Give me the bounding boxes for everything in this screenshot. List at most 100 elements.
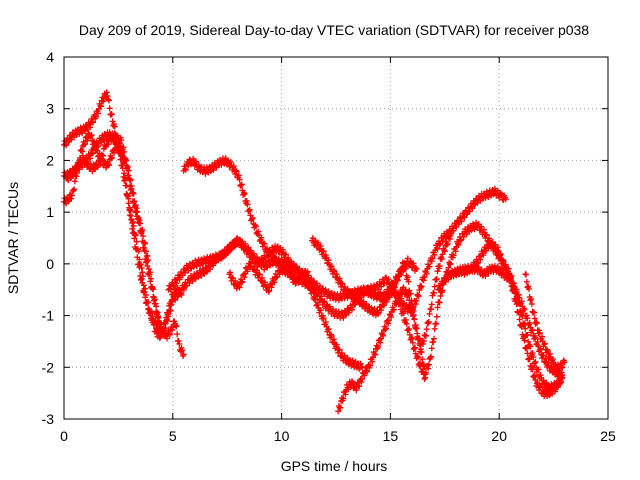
data-point bbox=[378, 283, 385, 290]
data-point bbox=[326, 303, 333, 310]
data-point bbox=[265, 288, 272, 295]
data-point bbox=[255, 228, 262, 235]
data-point bbox=[103, 89, 110, 96]
data-point bbox=[123, 182, 130, 189]
data-point bbox=[118, 137, 125, 144]
data-point bbox=[117, 144, 124, 151]
data-point bbox=[71, 178, 78, 185]
data-point bbox=[173, 323, 180, 330]
data-point bbox=[115, 136, 122, 143]
data-point bbox=[173, 280, 180, 287]
data-point bbox=[108, 111, 115, 118]
data-point bbox=[322, 319, 329, 326]
data-point bbox=[155, 313, 162, 320]
data-point bbox=[306, 281, 313, 288]
data-point bbox=[125, 172, 132, 179]
data-point bbox=[148, 275, 155, 282]
data-point bbox=[245, 207, 252, 214]
data-point bbox=[237, 182, 244, 189]
data-point bbox=[176, 340, 183, 347]
data-point bbox=[142, 240, 149, 247]
data-point bbox=[275, 255, 282, 262]
data-point bbox=[420, 277, 427, 284]
data-point bbox=[212, 258, 219, 265]
data-point bbox=[220, 248, 227, 255]
data-point bbox=[130, 199, 137, 206]
data-point bbox=[358, 363, 365, 370]
data-point bbox=[126, 204, 133, 211]
data-point bbox=[317, 243, 324, 250]
y-tick-label: -2 bbox=[42, 359, 55, 375]
data-point bbox=[215, 257, 222, 264]
data-point bbox=[132, 204, 139, 211]
data-point bbox=[330, 267, 337, 274]
data-point bbox=[363, 285, 370, 292]
data-point bbox=[79, 148, 86, 155]
data-point bbox=[87, 124, 94, 131]
data-point bbox=[342, 391, 349, 398]
data-point bbox=[240, 189, 247, 196]
data-point bbox=[153, 303, 160, 310]
data-point bbox=[177, 290, 184, 297]
data-point bbox=[90, 138, 97, 145]
data-point bbox=[246, 206, 253, 213]
data-point bbox=[68, 195, 75, 202]
data-point bbox=[139, 269, 146, 276]
data-point bbox=[296, 265, 303, 272]
data-point bbox=[167, 285, 174, 292]
data-point bbox=[145, 266, 152, 273]
data-point bbox=[303, 276, 310, 283]
data-point bbox=[469, 205, 476, 212]
data-point bbox=[433, 276, 440, 283]
x-tick-label: 0 bbox=[60, 428, 68, 444]
data-point bbox=[421, 375, 428, 382]
data-point bbox=[268, 284, 275, 291]
data-point bbox=[434, 245, 441, 252]
data-point bbox=[249, 215, 256, 222]
chart-title: Day 209 of 2019, Sidereal Day-to-day VTE… bbox=[79, 22, 589, 38]
data-point bbox=[428, 345, 435, 352]
data-point bbox=[360, 284, 367, 291]
data-point bbox=[333, 271, 340, 278]
y-tick-label: 2 bbox=[46, 152, 54, 168]
data-point bbox=[411, 345, 418, 352]
data-point bbox=[239, 278, 246, 285]
y-tick-label: -1 bbox=[42, 308, 55, 324]
data-point bbox=[414, 353, 421, 360]
data-point bbox=[139, 279, 146, 286]
data-point bbox=[150, 294, 157, 301]
data-point bbox=[210, 262, 217, 269]
data-point bbox=[162, 325, 169, 332]
data-point bbox=[304, 268, 311, 275]
data-point bbox=[127, 212, 134, 219]
data-point bbox=[105, 162, 112, 169]
data-point bbox=[490, 191, 497, 198]
x-tick-label: 20 bbox=[491, 428, 507, 444]
data-point bbox=[182, 166, 189, 173]
data-point bbox=[272, 254, 279, 261]
data-point bbox=[105, 160, 112, 167]
data-point bbox=[233, 168, 240, 175]
data-point bbox=[346, 289, 353, 296]
data-point bbox=[408, 334, 415, 341]
data-point bbox=[410, 260, 417, 267]
data-point bbox=[466, 208, 473, 215]
data-point bbox=[418, 283, 425, 290]
data-point bbox=[253, 267, 260, 274]
data-point bbox=[385, 276, 392, 283]
data-point bbox=[127, 212, 134, 219]
data-point bbox=[136, 217, 143, 224]
data-point bbox=[121, 148, 128, 155]
data-point bbox=[152, 317, 159, 324]
data-point bbox=[75, 163, 82, 170]
data-point bbox=[141, 288, 148, 295]
data-point bbox=[167, 307, 174, 314]
y-axis-title: SDTVAR / TECUs bbox=[5, 182, 21, 294]
data-point bbox=[236, 284, 243, 291]
data-point bbox=[149, 313, 156, 320]
data-point bbox=[261, 279, 268, 286]
data-point bbox=[132, 245, 139, 252]
data-point bbox=[320, 315, 327, 322]
data-point bbox=[68, 192, 75, 199]
data-point bbox=[180, 351, 187, 358]
